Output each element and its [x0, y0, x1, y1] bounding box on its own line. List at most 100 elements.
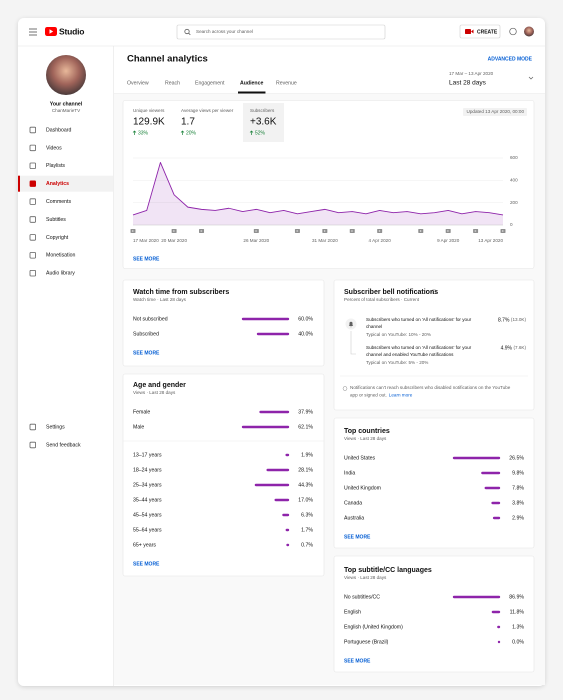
metric-label: Subscribers	[250, 108, 275, 113]
video-marker-play	[132, 230, 134, 232]
age-gender-card	[122, 373, 325, 577]
row-label: Not subscribed	[133, 316, 168, 322]
account-avatar[interactable]	[524, 26, 534, 37]
see-more[interactable]: SEE MORE	[133, 561, 160, 567]
bell-item-text: Subscribers who turned on 'All notificat…	[366, 317, 472, 322]
row-label: English (United Kingdom)	[344, 624, 403, 630]
row-label: 65+ years	[133, 542, 156, 548]
value-label: 1.3%	[512, 624, 524, 630]
card-subtitle: Percent of total subscribers · Current	[344, 297, 420, 302]
value-label: 26.5%	[509, 455, 524, 461]
card-title: Watch time from subscribers	[133, 289, 229, 296]
logo[interactable]	[45, 27, 57, 36]
row-label: United Kingdom	[344, 485, 381, 491]
menu-item[interactable]: Copyright	[46, 235, 69, 241]
value-label: 2.9%	[512, 515, 524, 521]
x-tick-label: 20 Mar 2020	[161, 238, 187, 243]
info-icon[interactable]	[431, 289, 437, 294]
x-tick-label: 17 Mar 2020	[133, 238, 159, 243]
value-label: 6.3%	[301, 512, 313, 518]
row-label: United States	[344, 455, 376, 461]
see-more[interactable]: SEE MORE	[133, 350, 160, 356]
channel-avatar[interactable]	[46, 55, 86, 95]
channel-title: Your channel	[50, 101, 83, 107]
row-label: No subtitles/CC	[344, 594, 380, 600]
card-subtitle: Views · Last 28 days	[344, 575, 387, 580]
up-arrow	[180, 130, 185, 135]
row-label: Canada	[344, 500, 362, 506]
card-title: Age and gender	[133, 382, 186, 389]
help-button[interactable]	[509, 27, 517, 36]
menu-icon	[29, 441, 36, 449]
search-icon	[184, 28, 191, 36]
value-label: 3.8%	[512, 500, 524, 506]
tab[interactable]: Revenue	[276, 80, 297, 86]
menu-item[interactable]: Comments	[46, 199, 71, 205]
x-tick-label: 13 Apr 2020	[478, 238, 503, 243]
value-label: 1.9%	[301, 452, 313, 458]
card-title: Top countries	[344, 428, 390, 435]
info-icon	[342, 386, 348, 391]
y-tick-label: 200	[510, 200, 518, 205]
menu-item[interactable]: Subtitles	[46, 217, 66, 223]
row-label: Female	[133, 409, 150, 415]
bell-count: (7.6K)	[513, 345, 526, 350]
value-label: 62.1%	[298, 424, 313, 430]
value-label: 40.0%	[298, 331, 313, 337]
value-label: 86.9%	[509, 594, 524, 600]
learn-more[interactable]: Learn more	[389, 393, 413, 398]
value-label: 60.0%	[298, 316, 313, 322]
tab-underline	[238, 91, 266, 94]
date-dropdown[interactable]	[528, 76, 534, 80]
menu-item[interactable]: Settings	[46, 424, 65, 430]
watch-time-card	[122, 279, 325, 367]
y-tick-label: 400	[510, 178, 518, 183]
overview-card	[122, 100, 535, 269]
value-label: 9.8%	[512, 470, 524, 476]
tab[interactable]: Overview	[127, 80, 149, 86]
menu-item[interactable]: Playlists	[46, 163, 65, 169]
menu-icon	[29, 269, 36, 277]
menu-button[interactable]	[29, 28, 37, 36]
create-icon	[465, 29, 474, 34]
menu-item[interactable]: Analytics	[46, 181, 69, 187]
tab[interactable]: Reach	[165, 80, 180, 86]
menu-item[interactable]: Audio library	[46, 271, 75, 277]
row-label: 13–17 years	[133, 452, 162, 458]
value-label: 7.8%	[512, 485, 524, 491]
create-label[interactable]: CREATE	[477, 29, 498, 35]
x-tick-label: 4 Apr 2020	[369, 238, 392, 243]
tab[interactable]: Audience	[240, 80, 263, 86]
languages-card	[333, 555, 535, 673]
card-subtitle: Watch time · Last 28 days	[133, 297, 187, 302]
see-more[interactable]: SEE MORE	[344, 658, 371, 664]
row-label: English	[344, 609, 361, 615]
search-box[interactable]	[176, 24, 386, 40]
menu-item[interactable]: Videos	[46, 145, 62, 151]
metric-label: Unique viewers	[133, 108, 165, 113]
active-bg	[18, 175, 113, 192]
advanced-mode[interactable]: ADVANCED MODE	[488, 56, 533, 62]
see-more[interactable]: SEE MORE	[133, 256, 160, 262]
row-label: Subscribed	[133, 331, 159, 337]
video-marker-play	[474, 230, 477, 232]
period: Last 28 days	[449, 80, 487, 87]
date-range: 17 Mar – 13 Apr 2020	[449, 71, 494, 76]
video-marker-play	[296, 230, 299, 232]
tab[interactable]: Engagement	[195, 80, 225, 86]
menu-item[interactable]: Dashboard	[46, 127, 71, 133]
logo-text[interactable]: Studio	[59, 26, 84, 36]
row-label: Male	[133, 424, 144, 430]
menu-item[interactable]: Monetisation	[46, 253, 76, 259]
row-label: 45–54 years	[133, 512, 162, 518]
see-more[interactable]: SEE MORE	[344, 534, 371, 540]
row-label: Australia	[344, 515, 364, 521]
value-label: 44.3%	[298, 482, 313, 488]
menu-icon	[29, 162, 36, 169]
menu-icon	[29, 198, 36, 205]
create-button[interactable]	[459, 24, 501, 39]
menu-item[interactable]: Send feedback	[46, 442, 81, 448]
bell-item-text: channel	[366, 324, 382, 329]
